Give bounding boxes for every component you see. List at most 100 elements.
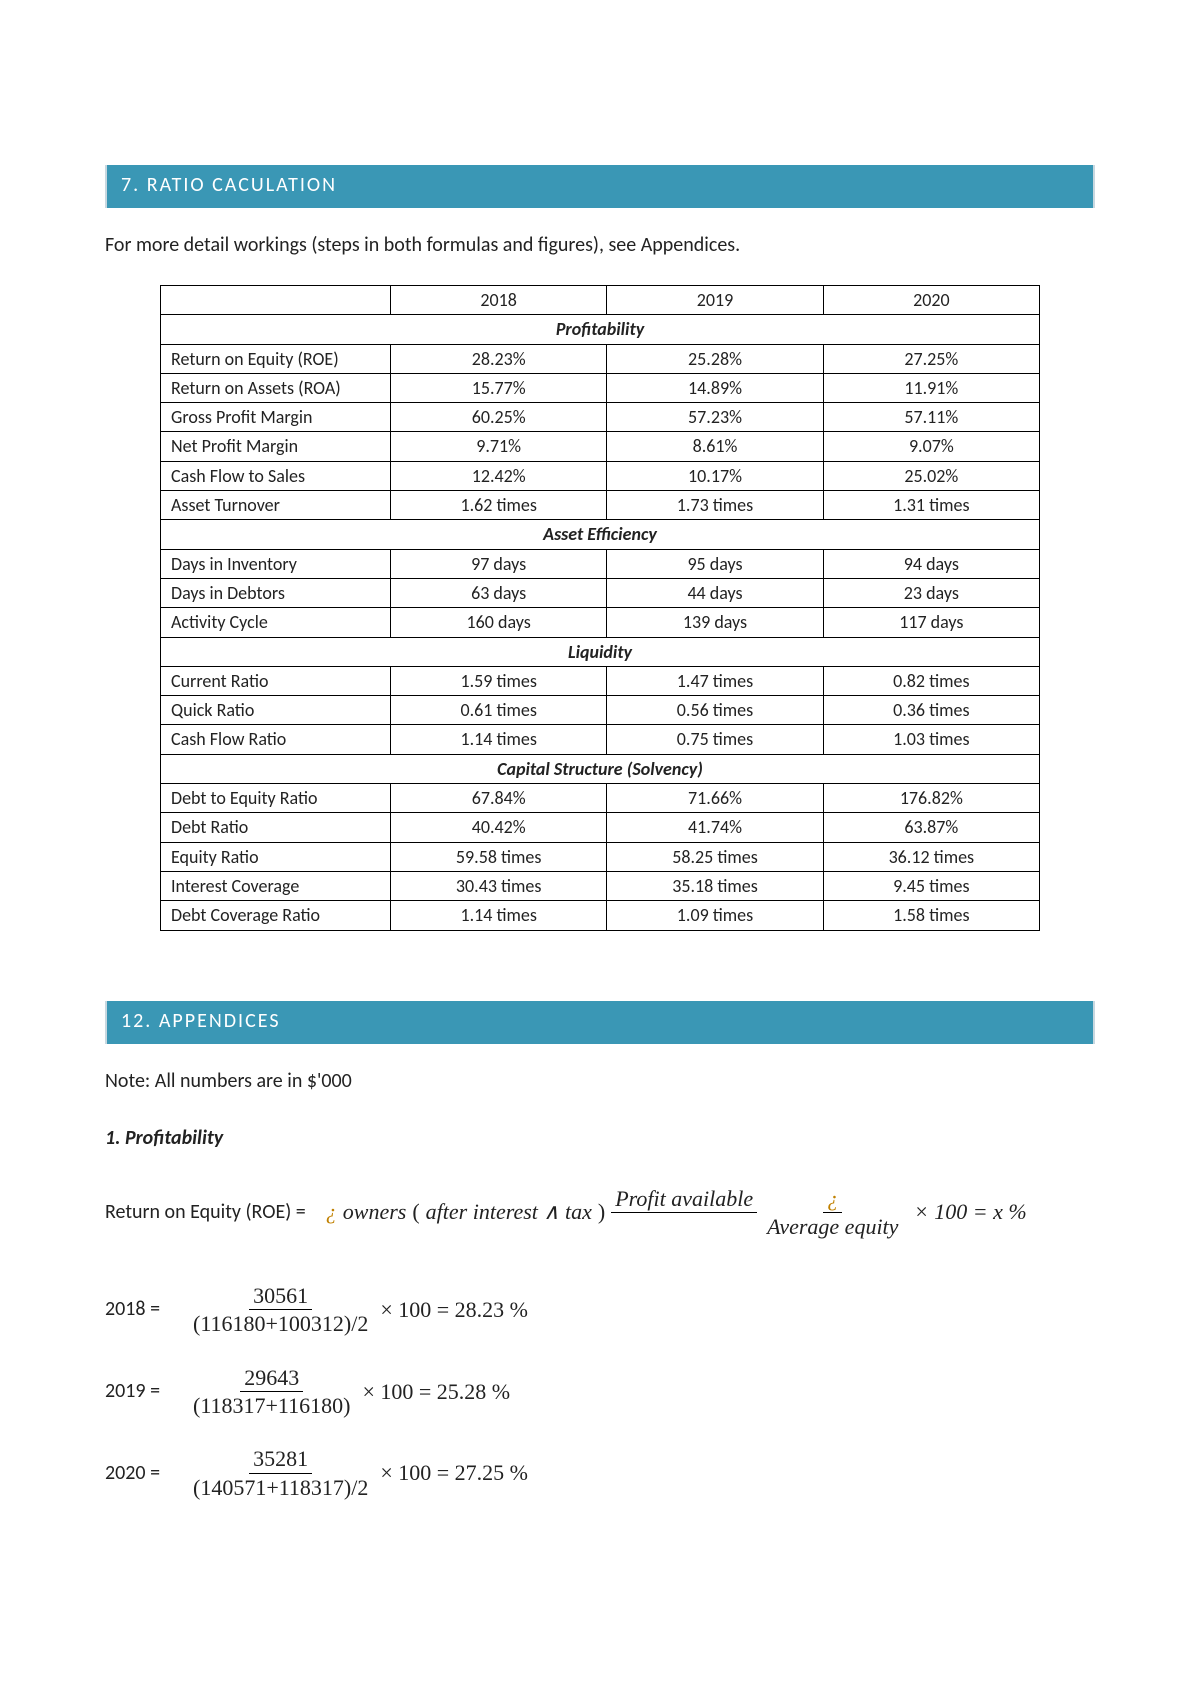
row-value: 1.62 times (391, 491, 607, 520)
row-value: 1.09 times (607, 901, 823, 930)
roe-calc-row: 2018 =30561(116180+100312)/2 × 100 = 28.… (105, 1283, 1095, 1337)
calc-numerator: 30561 (249, 1283, 312, 1310)
row-value: 40.42% (391, 813, 607, 842)
calc-year: 2019 = (105, 1378, 181, 1405)
row-value: 1.58 times (823, 901, 1039, 930)
table-row: Activity Cycle160 days139 days117 days (161, 608, 1040, 637)
row-value: 0.75 times (607, 725, 823, 754)
row-value: 41.74% (607, 813, 823, 842)
row-value: 0.36 times (823, 696, 1039, 725)
table-row: Interest Coverage30.43 times35.18 times9… (161, 871, 1040, 900)
roe-first-frac: Profit available (611, 1186, 757, 1240)
roe-paren-text: after interest ∧ tax (426, 1197, 592, 1227)
table-row: Return on Equity (ROE)28.23%25.28%27.25% (161, 344, 1040, 373)
table-row: Cash Flow to Sales12.42%10.17%25.02% (161, 461, 1040, 490)
row-value: 15.77% (391, 373, 607, 402)
row-label: Cash Flow Ratio (161, 725, 391, 754)
row-label: Debt Coverage Ratio (161, 901, 391, 930)
row-value: 25.28% (607, 344, 823, 373)
row-value: 11.91% (823, 373, 1039, 402)
ratio-table: 201820192020ProfitabilityReturn on Equit… (160, 285, 1040, 931)
row-value: 30.43 times (391, 871, 607, 900)
roe-calc-row: 2020 =35281(140571+118317)/2 × 100 = 27.… (105, 1446, 1095, 1500)
profitability-subhead: 1. Profitability (105, 1125, 1095, 1152)
section-title: Capital Structure (Solvency) (161, 754, 1040, 783)
table-row: Debt Ratio40.42%41.74%63.87% (161, 813, 1040, 842)
roe-lhs: Return on Equity (ROE) = (105, 1199, 306, 1226)
row-value: 36.12 times (823, 842, 1039, 871)
row-value: 44 days (607, 578, 823, 607)
table-row: Current Ratio1.59 times1.47 times0.82 ti… (161, 666, 1040, 695)
row-value: 1.31 times (823, 491, 1039, 520)
header-year: 2018 (391, 286, 607, 315)
table-section-row: Profitability (161, 315, 1040, 344)
row-value: 1.47 times (607, 666, 823, 695)
roe-calc-list: 2018 =30561(116180+100312)/2 × 100 = 28.… (105, 1283, 1095, 1500)
table-row: Days in Debtors63 days44 days23 days (161, 578, 1040, 607)
row-value: 97 days (391, 549, 607, 578)
row-label: Debt Ratio (161, 813, 391, 842)
row-value: 160 days (391, 608, 607, 637)
calc-tail: × 100 = 28.23 % (380, 1295, 528, 1325)
row-value: 9.45 times (823, 871, 1039, 900)
table-section-row: Capital Structure (Solvency) (161, 754, 1040, 783)
calc-fraction: 35281(140571+118317)/2 (189, 1446, 372, 1500)
row-value: 117 days (823, 608, 1039, 637)
roe-blank-den (677, 1213, 691, 1239)
row-value: 23 days (823, 578, 1039, 607)
row-value: 12.42% (391, 461, 607, 490)
table-row: Gross Profit Margin60.25%57.23%57.11% (161, 403, 1040, 432)
row-value: 0.61 times (391, 696, 607, 725)
row-value: 9.07% (823, 432, 1039, 461)
table-row: Quick Ratio0.61 times0.56 times0.36 time… (161, 696, 1040, 725)
table-section-row: Liquidity (161, 637, 1040, 666)
table-row: Debt Coverage Ratio1.14 times1.09 times1… (161, 901, 1040, 930)
row-label: Gross Profit Margin (161, 403, 391, 432)
calc-fraction: 29643(118317+116180) (189, 1365, 354, 1419)
table-row: Asset Turnover1.62 times1.73 times1.31 t… (161, 491, 1040, 520)
section7-banner: 7. RATIO CACULATION (105, 165, 1095, 208)
row-label: Return on Equity (ROE) (161, 344, 391, 373)
row-value: 28.23% (391, 344, 607, 373)
calc-denominator: (118317+116180) (189, 1392, 354, 1418)
section-title: Asset Efficiency (161, 520, 1040, 549)
table-row: Return on Assets (ROA)15.77%14.89%11.91% (161, 373, 1040, 402)
calc-denominator: (140571+118317)/2 (189, 1474, 372, 1500)
section7-intro: For more detail workings (steps in both … (105, 232, 1095, 259)
row-label: Equity Ratio (161, 842, 391, 871)
row-value: 35.18 times (607, 871, 823, 900)
row-value: 139 days (607, 608, 823, 637)
table-header-row: 201820192020 (161, 286, 1040, 315)
row-value: 0.56 times (607, 696, 823, 725)
row-value: 63 days (391, 578, 607, 607)
row-value: 9.71% (391, 432, 607, 461)
table-section-row: Asset Efficiency (161, 520, 1040, 549)
calc-year: 2020 = (105, 1460, 181, 1487)
table-row: Days in Inventory97 days95 days94 days (161, 549, 1040, 578)
row-value: 95 days (607, 549, 823, 578)
table-row: Debt to Equity Ratio67.84%71.66%176.82% (161, 784, 1040, 813)
row-value: 57.11% (823, 403, 1039, 432)
row-label: Debt to Equity Ratio (161, 784, 391, 813)
row-value: 176.82% (823, 784, 1039, 813)
calc-numerator: 35281 (249, 1446, 312, 1473)
roe-definition: Return on Equity (ROE) = ¿ owners (after… (105, 1186, 1095, 1240)
udot-num: ¿ (823, 1186, 842, 1213)
table-row: Net Profit Margin9.71%8.61%9.07% (161, 432, 1040, 461)
calc-denominator: (116180+100312)/2 (189, 1310, 372, 1336)
roe-paren-close: ) (598, 1197, 605, 1227)
row-label: Quick Ratio (161, 696, 391, 725)
section-title: Liquidity (161, 637, 1040, 666)
row-label: Asset Turnover (161, 491, 391, 520)
section12-banner: 12. APPENDICES (105, 1001, 1095, 1044)
roe-avg-equity: Average equity (763, 1213, 902, 1239)
row-value: 94 days (823, 549, 1039, 578)
roe-second-frac: ¿ Average equity (763, 1186, 902, 1240)
row-value: 8.61% (607, 432, 823, 461)
row-value: 58.25 times (607, 842, 823, 871)
udot-glyph: ¿ (326, 1197, 337, 1227)
row-label: Cash Flow to Sales (161, 461, 391, 490)
row-value: 1.03 times (823, 725, 1039, 754)
row-label: Activity Cycle (161, 608, 391, 637)
roe-calc-row: 2019 =29643(118317+116180) × 100 = 25.28… (105, 1365, 1095, 1419)
